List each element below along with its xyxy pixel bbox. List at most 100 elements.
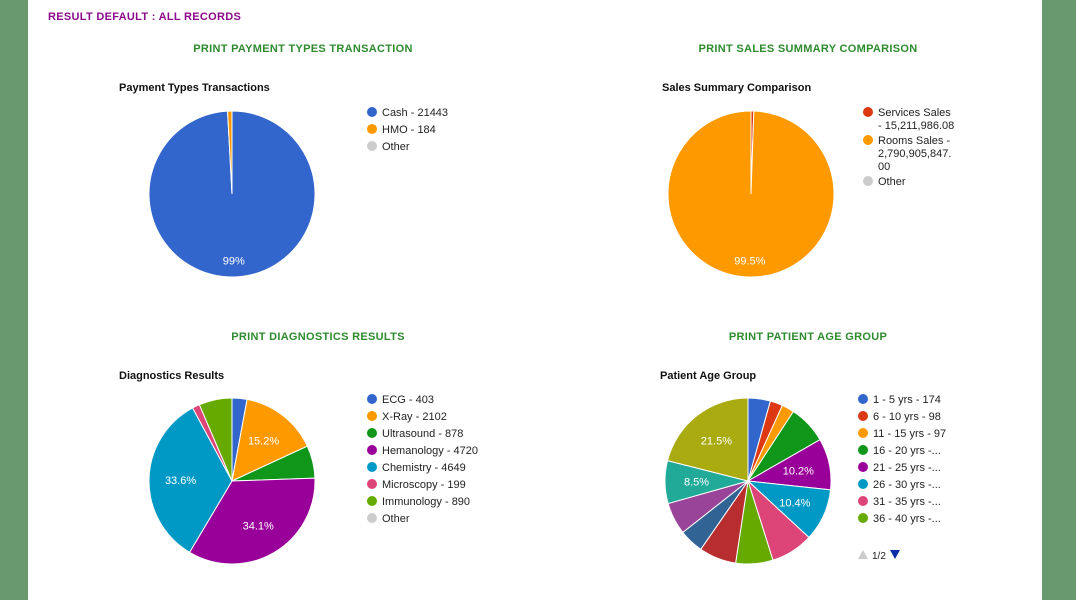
legend-marker [367,107,377,117]
legend-marker [858,462,868,472]
legend-label: Ultrasound - 878 [382,428,463,440]
legend-marker [367,496,377,506]
legend-marker [858,411,868,421]
legend-marker [367,141,377,151]
pie-slice[interactable] [667,110,835,278]
legend-marker [858,445,868,455]
legend-item[interactable]: HMO - 184 [367,124,436,136]
legend-marker [367,411,377,421]
slice-percent-label: 8.5% [684,477,709,489]
legend-marker [367,124,377,134]
legend-marker [858,428,868,438]
legend-label: Immunology - 890 [382,496,470,508]
legend-label: Other [382,141,410,153]
legend-marker [858,479,868,489]
legend-item[interactable]: Other [863,176,906,188]
print-sales-summary-link[interactable]: PRINT SALES SUMMARY COMPARISON [698,43,918,55]
legend-label: Chemistry - 4649 [382,462,466,474]
legend-item[interactable]: ECG - 403 [367,394,434,406]
legend-label: 1 - 5 yrs - 174 [873,394,941,406]
legend-label: 2,790,905,847. [878,148,951,160]
age-chart: Patient Age Group 10.2% 10.4% 8.5% 21.5% 1 - … [660,370,946,565]
page-title: RESULT DEFAULT : ALL RECORDS [48,11,242,23]
legend-label: 00 [878,161,890,173]
chart-title: Patient Age Group [660,370,756,382]
slice-percent-label: 99% [223,255,245,267]
legend-label: X-Ray - 2102 [382,411,447,423]
legend-label: 26 - 30 yrs -... [873,479,941,491]
legend-marker [367,513,377,523]
legend-item[interactable]: 11 - 15 yrs - 97 [858,428,946,440]
slice-percent-label: 33.6% [165,475,196,487]
legend-item[interactable]: Cash - 21443 [367,107,448,119]
legend-label: Other [382,513,410,525]
legend-label: - 15,211,986.08 [878,120,954,132]
legend-item[interactable]: Immunology - 890 [367,496,470,508]
legend-marker [863,135,873,145]
legend-item[interactable]: 6 - 10 yrs - 98 [858,411,941,423]
legend-marker [858,394,868,404]
legend-marker [367,445,377,455]
legend-label: Services Sales [878,107,951,119]
diagnostics-chart: Diagnostics Results 15.2% 34.1% 33.6% ECG - … [119,370,478,565]
legend-pager: 1/2 [858,550,900,562]
legend-marker [367,462,377,472]
legend-item[interactable]: Hemanology - 4720 [367,445,478,457]
legend-marker [367,428,377,438]
legend-label: Rooms Sales - [878,135,950,147]
chart-title: Sales Summary Comparison [662,82,811,94]
slice-percent-label: 10.2% [783,465,814,477]
legend-item[interactable]: 16 - 20 yrs -... [858,445,941,457]
print-payment-types-link[interactable]: PRINT PAYMENT TYPES TRANSACTION [193,43,413,55]
slice-percent-label: 15.2% [248,435,279,447]
legend-item[interactable]: 26 - 30 yrs -... [858,479,941,491]
legend-label: 36 - 40 yrs -... [873,513,941,525]
legend-label: ECG - 403 [382,394,434,406]
legend-marker [858,513,868,523]
legend-item[interactable]: Services Sales- 15,211,986.08 [863,107,954,132]
legend-item[interactable]: 31 - 35 yrs -... [858,496,941,508]
legend-item[interactable]: 36 - 40 yrs -... [858,513,941,525]
pager-next-icon[interactable] [890,550,900,559]
report-panel: RESULT DEFAULT : ALL RECORDS PRINT PAYME… [28,0,1042,600]
legend-label: 31 - 35 yrs -... [873,496,941,508]
legend-label: 6 - 10 yrs - 98 [873,411,941,423]
legend-label: Other [878,176,906,188]
sales-chart: Sales Summary Comparison 99.5% Services Sa… [662,82,954,278]
legend-item[interactable]: 1 - 5 yrs - 174 [858,394,941,406]
print-diagnostics-link[interactable]: PRINT DIAGNOSTICS RESULTS [231,331,405,343]
legend-marker [863,107,873,117]
pager-label: 1/2 [872,551,886,562]
pie-slice[interactable] [227,110,233,195]
legend-marker [858,496,868,506]
print-age-group-link[interactable]: PRINT PATIENT AGE GROUP [728,331,888,343]
legend-label: Microscopy - 199 [382,479,466,491]
slice-percent-label: 99.5% [734,255,765,267]
legend-label: HMO - 184 [382,124,436,136]
chart-title: Payment Types Transactions [119,82,270,94]
legend-item[interactable]: Ultrasound - 878 [367,428,463,440]
pie-slice[interactable] [148,407,233,554]
payment-chart: Payment Types Transactions 99% Cash - 2144… [119,82,448,278]
charts-canvas: Payment Types Transactions 99% Cash - 2144… [119,82,954,565]
pie-slice[interactable] [231,398,308,482]
legend-item[interactable]: Chemistry - 4649 [367,462,466,474]
legend-item[interactable]: Rooms Sales -2,790,905,847.00 [863,135,951,173]
legend-label: 16 - 20 yrs -... [873,445,941,457]
legend-item[interactable]: 21 - 25 yrs -... [858,462,941,474]
chart-title: Diagnostics Results [119,370,224,382]
legend-marker [367,394,377,404]
legend-item[interactable]: Microscopy - 199 [367,479,466,491]
legend-item[interactable]: Other [367,513,410,525]
legend-label: Cash - 21443 [382,107,448,119]
legend-label: 21 - 25 yrs -... [873,462,941,474]
pie-slice[interactable] [666,397,749,482]
pager-prev-icon[interactable] [858,550,868,559]
pie-slice[interactable] [198,397,233,482]
pie-slice[interactable] [188,477,316,565]
legend-label: Hemanology - 4720 [382,445,478,457]
legend-marker [367,479,377,489]
legend-label: 11 - 15 yrs - 97 [873,428,946,440]
legend-item[interactable]: X-Ray - 2102 [367,411,447,423]
legend-item[interactable]: Other [367,141,410,153]
